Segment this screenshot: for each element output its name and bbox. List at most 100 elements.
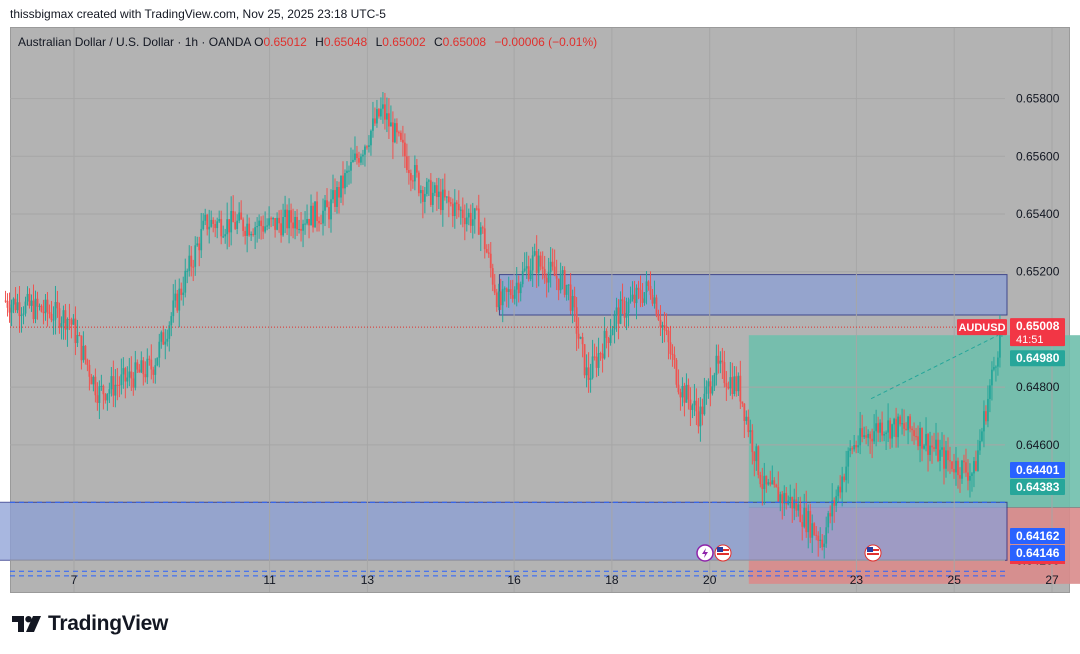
candle-body xyxy=(927,434,929,455)
candle-body xyxy=(348,170,350,172)
candle-body xyxy=(759,474,762,485)
candle-body xyxy=(42,311,45,314)
event-markers xyxy=(696,544,882,562)
candle-body xyxy=(228,219,231,233)
change-value: −0.00006 (−0.01%) xyxy=(494,35,598,49)
candle-body xyxy=(40,305,43,312)
candle-body xyxy=(579,337,582,339)
candle-body xyxy=(687,384,690,400)
candle-body xyxy=(314,201,316,228)
candle-body xyxy=(883,434,886,436)
candle-body xyxy=(124,368,127,382)
supply-demand-zone[interactable] xyxy=(498,274,1008,316)
candle-body xyxy=(322,210,324,224)
candle-body xyxy=(929,445,931,455)
candle-body xyxy=(392,122,394,143)
candle-body xyxy=(973,461,975,474)
candle-body xyxy=(671,353,674,355)
candle-body xyxy=(977,450,979,471)
candle-body xyxy=(336,187,338,207)
candle-body xyxy=(248,223,251,236)
candle-body xyxy=(96,395,99,403)
candle-body xyxy=(509,289,512,296)
candle-body xyxy=(246,223,249,236)
event-icon-lightning[interactable] xyxy=(696,544,714,562)
candle-body xyxy=(561,270,564,274)
supply-demand-zone[interactable] xyxy=(0,501,1008,561)
tradingview-logo-icon xyxy=(12,616,41,632)
candle-body xyxy=(661,325,664,327)
candle-body xyxy=(825,527,828,544)
candle-body xyxy=(164,341,167,345)
low-value: 0.65002 xyxy=(382,35,426,49)
candle-body xyxy=(439,191,442,211)
candle-body xyxy=(405,156,408,171)
candle-body xyxy=(354,153,356,160)
candle-body xyxy=(4,300,7,302)
event-icon-us[interactable] xyxy=(714,544,732,562)
candle-body xyxy=(220,219,223,237)
candle-body xyxy=(52,319,55,321)
x-tick-label: 25 xyxy=(948,573,962,587)
candle-body xyxy=(857,445,860,448)
candle-body xyxy=(384,104,386,120)
candle-body xyxy=(188,255,191,271)
candle-body xyxy=(489,253,492,269)
candle-body xyxy=(166,338,169,342)
candle-body xyxy=(635,287,638,304)
candle-body xyxy=(76,334,79,344)
candle-body xyxy=(693,400,696,406)
candle-body xyxy=(551,261,554,267)
candle-body xyxy=(224,234,227,237)
candle-body xyxy=(657,315,660,320)
candle-body xyxy=(396,123,398,133)
candle-body xyxy=(296,216,298,230)
candle-body xyxy=(421,190,424,202)
event-icon-us[interactable] xyxy=(864,544,882,562)
candle-body xyxy=(280,223,282,236)
candle-body xyxy=(937,439,939,461)
tradingview-logo[interactable]: TradingView xyxy=(12,612,168,636)
candle-body xyxy=(667,330,670,343)
x-tick-label: 27 xyxy=(1045,573,1059,587)
candle-body xyxy=(773,480,776,485)
candle-body xyxy=(84,345,87,360)
candle-body xyxy=(340,175,342,198)
candle-body xyxy=(362,154,364,157)
candle-body xyxy=(621,299,624,301)
candle-body xyxy=(190,255,193,267)
candle-body xyxy=(771,480,774,485)
candle-body xyxy=(210,219,213,227)
candle-body xyxy=(100,385,103,387)
candle-body xyxy=(829,513,832,517)
candle-body xyxy=(685,384,688,403)
candle-body xyxy=(266,225,269,227)
candle-body xyxy=(44,299,47,314)
candle-body xyxy=(144,374,147,378)
candle-body xyxy=(212,219,215,224)
candle-body xyxy=(503,288,506,290)
candle-body xyxy=(827,513,830,528)
candle-body xyxy=(991,369,993,386)
candle-body xyxy=(419,190,422,194)
candle-body xyxy=(555,275,558,279)
candle-body xyxy=(613,315,616,330)
candle-body xyxy=(50,313,53,320)
stop-text: 0.64146 xyxy=(1016,546,1060,560)
x-tick-label: 7 xyxy=(71,573,78,587)
candle-body xyxy=(769,482,772,485)
candle-body xyxy=(751,430,754,453)
candle-body xyxy=(108,389,111,394)
candle-body xyxy=(563,270,566,295)
candle-body xyxy=(453,202,456,217)
candle-body xyxy=(737,375,740,392)
candle-body xyxy=(409,173,412,181)
candle-body xyxy=(547,272,550,283)
candle-body xyxy=(130,371,133,379)
candle-body xyxy=(136,362,139,370)
candle-body xyxy=(641,298,644,303)
candle-body xyxy=(214,223,217,229)
candle-body xyxy=(605,330,608,339)
candle-body xyxy=(541,266,544,269)
